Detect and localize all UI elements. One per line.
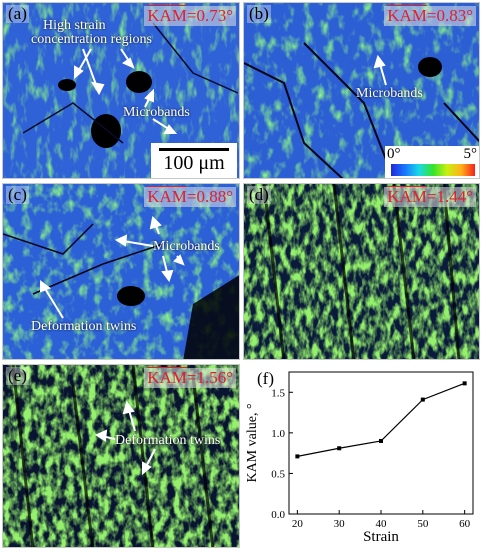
scale-bar-line — [159, 148, 229, 151]
kam-symbol: KAM — [387, 6, 427, 25]
x-tick-label: 40 — [376, 518, 388, 530]
kam-map-texture — [244, 184, 479, 359]
kam-color-legend: 0° 5° — [385, 146, 479, 178]
panel-label: (d) — [247, 185, 271, 204]
annotation-deformation-twins: Deformation twins — [115, 433, 221, 448]
y-tick-label: 1.5 — [271, 387, 285, 399]
kam-value-label: KAM=1.44° — [384, 187, 476, 207]
data-point — [295, 454, 300, 459]
series-line — [297, 382, 465, 457]
annotation-deformation-twins: Deformation twins — [31, 319, 137, 334]
kam-symbol: KAM — [147, 368, 187, 387]
kam-value-label: KAM=1.56° — [144, 368, 236, 388]
scale-bar: 100 μm — [151, 143, 237, 178]
y-axis-ticks: 0.0 0.5 1.0 1.5 — [271, 387, 293, 521]
data-point — [379, 438, 383, 443]
kam-number: =1.44° — [426, 187, 473, 206]
legend-gradient — [391, 164, 475, 176]
x-axis-ticks: 20 30 40 50 60 — [292, 510, 471, 530]
kam-map-texture — [3, 365, 239, 547]
data-point — [337, 446, 342, 451]
legend-min-label: 0° — [387, 146, 401, 162]
panel-label: (e) — [6, 366, 29, 385]
panel-label: (f) — [257, 369, 274, 388]
data-point — [462, 381, 467, 386]
y-axis-label: KAM value, ° — [245, 403, 260, 482]
kam-symbol: KAM — [147, 187, 187, 206]
annotation-high-strain-2: concentration regions — [31, 32, 152, 47]
panel-e-kam-map: (e) KAM=1.56° Deformation twins — [2, 364, 240, 548]
panel-a-kam-map: (a) KAM=0.73° High strain concentration … — [2, 2, 240, 179]
annotation-high-strain-1: High strain — [43, 18, 106, 33]
kam-number: =1.56° — [186, 368, 233, 387]
panel-c-kam-map: (c) KAM=0.88° Microbands Deformation twi… — [2, 183, 240, 360]
annotation-microbands: Microbands — [356, 86, 423, 101]
kam-number: =0.88° — [186, 187, 233, 206]
panel-f-kam-chart: (f) 0.0 0.5 1.0 1.5 20 30 40 50 60 Strain KAM v… — [243, 364, 480, 548]
panel-label: (a) — [6, 4, 29, 23]
panel-label: (c) — [6, 185, 29, 204]
kam-symbol: KAM — [147, 6, 187, 25]
y-tick-label: 1.0 — [271, 428, 285, 440]
kam-map-texture — [3, 3, 239, 178]
x-tick-label: 50 — [417, 518, 429, 530]
plot-frame — [288, 371, 474, 515]
data-point — [420, 397, 425, 402]
annotation-microbands: Microbands — [123, 105, 190, 120]
kam-symbol: KAM — [387, 187, 427, 206]
kam-number: =0.73° — [186, 6, 233, 25]
kam-line-chart: (f) 0.0 0.5 1.0 1.5 20 30 40 50 60 Strain KAM v… — [245, 369, 474, 545]
scale-bar-label: 100 μm — [163, 152, 225, 174]
kam-value-label: KAM=0.83° — [384, 6, 476, 26]
y-tick-label: 0.0 — [271, 509, 285, 521]
series-points — [295, 381, 467, 459]
x-tick-label: 20 — [292, 518, 304, 530]
kam-number: =0.83° — [426, 6, 473, 25]
kam-value-label: KAM=0.73° — [144, 6, 236, 26]
kam-value-label: KAM=0.88° — [144, 187, 236, 207]
x-axis-label: Strain — [363, 529, 399, 545]
kam-map-texture — [244, 3, 479, 178]
x-tick-label: 60 — [459, 518, 471, 530]
kam-map-texture — [3, 184, 239, 359]
legend-max-label: 5° — [463, 146, 478, 162]
panel-b-kam-map: (b) KAM=0.83° Microbands 0° 5° — [243, 2, 480, 179]
panel-label: (b) — [247, 4, 271, 23]
y-tick-label: 0.5 — [271, 468, 285, 480]
annotation-microbands: Microbands — [153, 239, 220, 254]
panel-d-kam-map: (d) KAM=1.44° — [243, 183, 480, 360]
x-tick-label: 30 — [334, 518, 346, 530]
